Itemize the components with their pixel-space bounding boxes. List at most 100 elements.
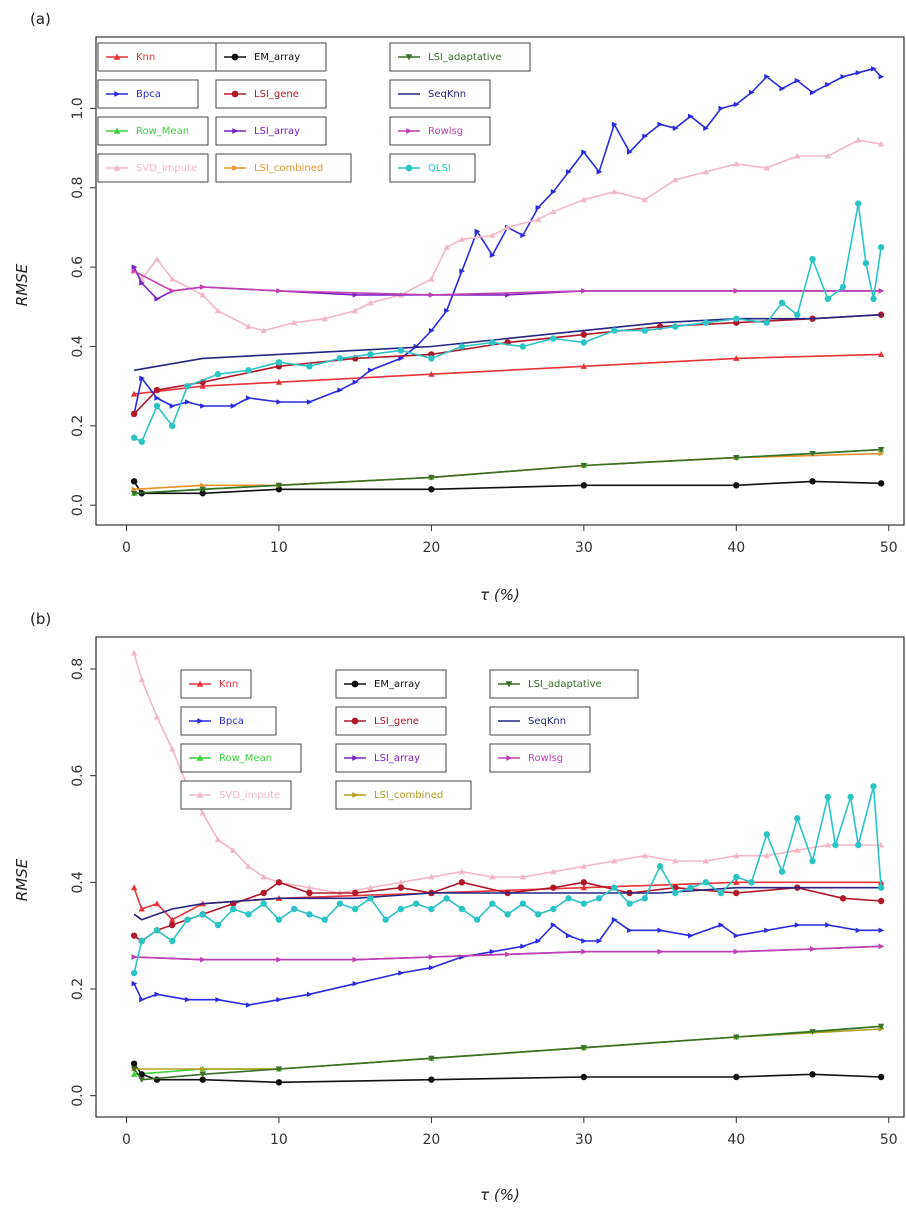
data-point	[276, 956, 283, 963]
data-point	[862, 259, 870, 267]
data-point	[260, 873, 267, 880]
x-axis-title: τ (%)	[480, 1186, 520, 1204]
data-point	[130, 1071, 138, 1077]
legend-label: Row_Mean	[219, 753, 272, 764]
y-tick-label: 0.6	[70, 764, 86, 786]
data-point	[611, 916, 618, 923]
data-point	[763, 831, 770, 838]
data-point	[855, 136, 862, 143]
data-point	[199, 1076, 206, 1083]
data-point	[169, 403, 176, 409]
legend-item-row-mean: Row_Mean	[180, 743, 302, 773]
data-point	[489, 232, 496, 238]
data-point	[580, 196, 588, 203]
data-point	[397, 905, 405, 913]
data-point	[367, 351, 374, 358]
data-point	[641, 852, 649, 859]
data-point	[275, 916, 283, 923]
legend-item-svd-impute: SVD_impute	[180, 780, 292, 810]
data-point	[130, 649, 138, 656]
data-point	[878, 1026, 885, 1032]
data-point	[855, 927, 862, 934]
legend-item-row-mean: Row_Mean	[97, 116, 209, 146]
data-point	[130, 969, 138, 977]
data-point	[489, 900, 496, 907]
data-point	[520, 232, 527, 239]
panel-a: (a) 0 10 20 30 40 50 0.0 0.2 0.4 0.6 0.8 1.0 τ (%) RMS…	[13, 10, 905, 604]
data-point	[336, 900, 344, 907]
data-point	[870, 66, 877, 72]
data-point	[398, 970, 405, 976]
legend-item-svd-impute: SVD_impute	[97, 153, 209, 183]
data-point	[131, 264, 138, 270]
series-lsi-adaptative	[130, 1023, 885, 1083]
data-point	[245, 1002, 252, 1008]
data-point	[733, 873, 740, 881]
data-point	[877, 884, 885, 891]
data-point	[611, 327, 618, 334]
y-tick-label: 0.0	[70, 494, 86, 516]
data-point	[702, 857, 710, 864]
data-point	[687, 884, 694, 891]
data-point	[794, 922, 801, 928]
data-point	[458, 868, 466, 875]
legend-item-em-array: EM_array	[335, 669, 447, 699]
legend-label: QLSI	[428, 163, 451, 174]
data-point	[878, 450, 885, 457]
data-point	[764, 73, 770, 80]
data-point	[130, 884, 138, 891]
data-point	[580, 1045, 588, 1051]
data-point	[657, 948, 664, 955]
data-point	[275, 378, 283, 385]
data-point	[580, 331, 588, 338]
data-point	[877, 1073, 885, 1081]
data-point	[306, 889, 313, 897]
x-tick-label: 50	[880, 1132, 898, 1148]
data-point	[260, 900, 267, 907]
legend-marker	[406, 128, 413, 134]
data-point	[130, 932, 138, 939]
data-point	[443, 895, 450, 902]
data-point	[733, 454, 740, 461]
data-point	[733, 1034, 740, 1041]
data-point	[200, 1066, 206, 1072]
legend-label: Rowlsg	[528, 753, 563, 764]
data-point	[809, 451, 816, 457]
series-line	[133, 67, 882, 415]
data-point	[428, 327, 435, 334]
data-point	[877, 311, 885, 318]
data-point	[550, 208, 557, 215]
data-point	[260, 889, 267, 897]
data-point	[444, 308, 450, 314]
data-point	[153, 255, 161, 262]
data-point	[214, 836, 222, 843]
x-tick-label: 20	[422, 540, 440, 556]
data-point	[656, 863, 664, 870]
legend-marker	[405, 54, 413, 61]
data-point	[352, 980, 359, 987]
data-point	[672, 323, 679, 330]
data-point	[794, 815, 801, 822]
data-point	[130, 410, 138, 418]
data-point	[504, 911, 511, 918]
data-point	[275, 1079, 283, 1086]
data-point	[870, 783, 877, 790]
data-point	[778, 868, 786, 875]
legend-marker	[352, 792, 359, 798]
data-point	[877, 1023, 885, 1030]
legend-item-bpca: Bpca	[97, 79, 199, 109]
series-lsi-adaptative	[130, 447, 885, 497]
x-tick-label: 0	[122, 540, 131, 556]
legend-label: Bpca	[219, 716, 244, 727]
legend-item-lsi-gene: LSI_gene	[335, 706, 447, 736]
plot-area	[130, 649, 885, 1086]
data-point	[131, 980, 138, 987]
data-point	[809, 857, 816, 865]
data-point	[130, 1060, 138, 1067]
x-tick-label: 10	[270, 540, 288, 556]
data-point	[504, 224, 511, 230]
legend-item-qlsi: QLSI	[389, 153, 476, 183]
series-em-array	[130, 1060, 885, 1086]
series-line	[133, 886, 882, 921]
data-point	[260, 327, 267, 334]
